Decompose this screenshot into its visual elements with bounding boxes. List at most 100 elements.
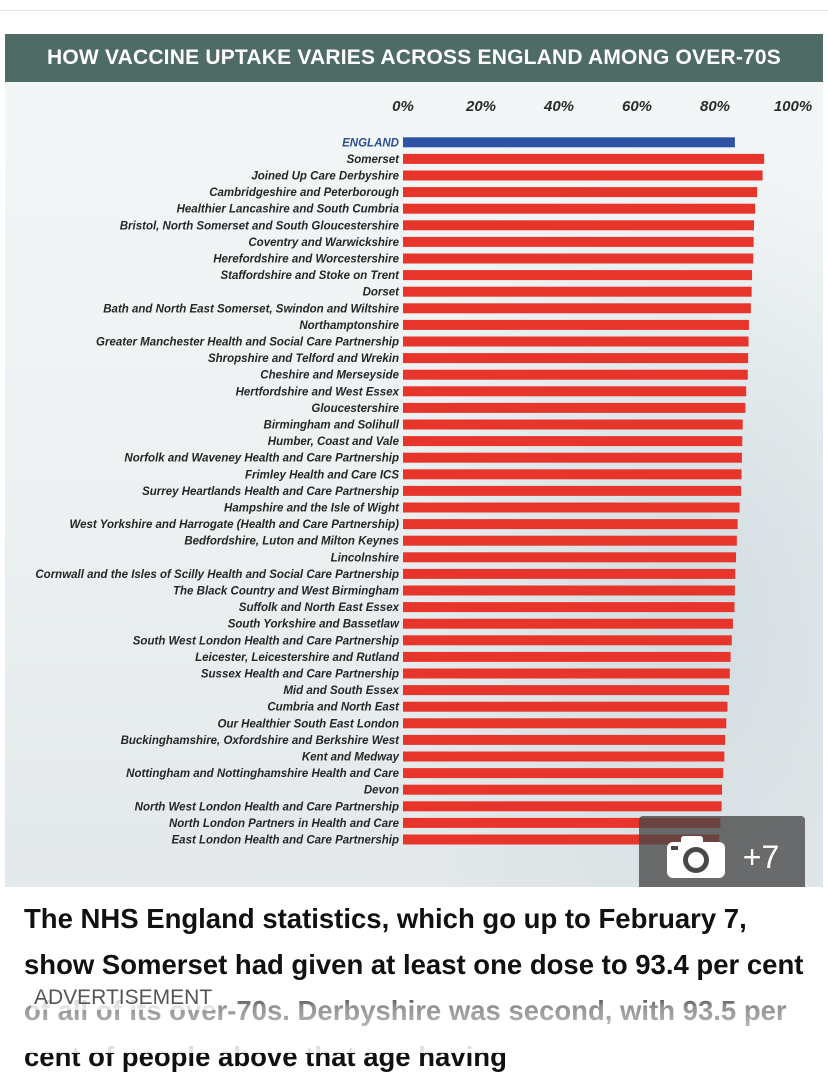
category-label: Lincolnshire bbox=[331, 552, 400, 564]
region-bar bbox=[403, 153, 765, 164]
region-bar bbox=[403, 784, 723, 795]
gallery-count: +7 bbox=[742, 838, 780, 875]
region-bar bbox=[403, 469, 742, 480]
camera-icon bbox=[666, 836, 725, 878]
region-bar bbox=[403, 751, 725, 762]
region-bar bbox=[403, 718, 727, 729]
category-label: West Yorkshire and Harrogate (Health and… bbox=[69, 519, 399, 531]
category-label: Hertfordshire and West Essex bbox=[236, 386, 400, 398]
gallery-button[interactable]: +7 bbox=[639, 816, 805, 887]
category-label: Our Healthier South East London bbox=[218, 718, 399, 730]
category-label: Kent and Medway bbox=[302, 752, 400, 764]
region-bar bbox=[403, 436, 743, 447]
region-bar bbox=[403, 651, 731, 662]
region-bar bbox=[403, 220, 754, 231]
region-bar bbox=[403, 319, 749, 330]
category-label: Staffordshire and Stoke on Trent bbox=[221, 270, 401, 282]
top-divider bbox=[0, 10, 828, 11]
category-label: Cambridgeshire and Peterborough bbox=[209, 187, 399, 199]
category-label: Mid and South Essex bbox=[283, 685, 399, 697]
region-bar bbox=[403, 585, 735, 596]
region-bar bbox=[403, 452, 742, 463]
region-bar bbox=[403, 187, 758, 198]
region-bar bbox=[403, 485, 742, 496]
category-label: Cumbria and North East bbox=[267, 702, 400, 714]
chart-title: HOW VACCINE UPTAKE VARIES ACROSS ENGLAND… bbox=[5, 34, 823, 82]
chart-image[interactable]: 0% 20% 40% 60% 80% 100% ENGLAND Somerset Joined … bbox=[5, 34, 823, 887]
region-bar bbox=[403, 834, 720, 845]
bar-chart: 0% 20% 40% 60% 80% 100% ENGLAND Somerset Joined … bbox=[35, 98, 812, 847]
category-label: Devon bbox=[364, 785, 399, 797]
region-bar bbox=[403, 768, 724, 779]
region-bar bbox=[403, 685, 730, 696]
x-tick-label: 60% bbox=[622, 98, 652, 115]
category-label: Gloucestershire bbox=[311, 403, 399, 415]
region-bar bbox=[403, 270, 753, 281]
x-tick-label: 0% bbox=[392, 98, 414, 115]
region-bar bbox=[403, 402, 746, 413]
category-label: Bath and North East Somerset, Swindon an… bbox=[103, 303, 399, 315]
region-bar bbox=[403, 668, 730, 679]
region-bar bbox=[403, 618, 733, 629]
region-bar bbox=[403, 552, 737, 563]
x-tick-label: 20% bbox=[465, 98, 496, 115]
region-bar bbox=[403, 734, 726, 745]
category-label: Hampshire and the Isle of Wight bbox=[224, 503, 400, 515]
category-label: Humber, Coast and Vale bbox=[268, 436, 400, 448]
category-label: Dorset bbox=[363, 287, 401, 299]
category-label: Bristol, North Somerset and South Glouce… bbox=[120, 220, 400, 232]
region-bar bbox=[403, 386, 747, 397]
region-bar bbox=[403, 369, 748, 380]
region-bar bbox=[403, 253, 754, 264]
x-tick-label: 80% bbox=[700, 98, 730, 115]
category-label: East London Health and Care Partnership bbox=[172, 835, 399, 847]
category-label: Coventry and Warwickshire bbox=[248, 237, 399, 249]
category-label: ENGLAND bbox=[342, 137, 399, 149]
category-label: North West London Health and Care Partne… bbox=[135, 801, 399, 813]
category-label: Cheshire and Merseyside bbox=[260, 370, 399, 382]
region-bar bbox=[403, 170, 763, 181]
region-bar bbox=[403, 568, 736, 579]
region-bar bbox=[403, 419, 743, 430]
region-bar bbox=[403, 701, 728, 712]
category-label: Suffolk and North East Essex bbox=[239, 602, 400, 614]
region-bar bbox=[403, 353, 749, 364]
region-bar bbox=[403, 801, 722, 812]
region-bar bbox=[403, 303, 751, 314]
category-label: South West London Health and Care Partne… bbox=[133, 635, 399, 647]
region-bar bbox=[403, 236, 754, 247]
category-label: South Yorkshire and Bassetlaw bbox=[228, 619, 400, 631]
category-label: Somerset bbox=[347, 154, 401, 166]
category-label: Frimley Health and Care ICS bbox=[245, 469, 399, 481]
region-bar bbox=[403, 502, 740, 513]
region-bar bbox=[403, 817, 721, 828]
region-bar bbox=[403, 519, 738, 530]
category-label: Nottingham and Nottinghamshire Health an… bbox=[126, 768, 399, 780]
category-label: Buckinghamshire, Oxfordshire and Berkshi… bbox=[121, 735, 401, 747]
category-label: Cornwall and the Isles of Scilly Health … bbox=[35, 569, 399, 581]
category-label: Herefordshire and Worcestershire bbox=[213, 254, 399, 266]
category-label: Norfolk and Waveney Health and Care Part… bbox=[124, 453, 399, 465]
category-label: Bedfordshire, Luton and Milton Keynes bbox=[184, 536, 399, 548]
x-tick-label: 40% bbox=[543, 98, 574, 115]
category-label: Surrey Heartlands Health and Care Partne… bbox=[142, 486, 399, 498]
region-bar bbox=[403, 602, 735, 613]
advertisement-label: ADVERTISEMENT bbox=[31, 986, 216, 1010]
region-bar bbox=[403, 535, 737, 546]
region-bar bbox=[403, 203, 756, 214]
region-bar bbox=[403, 336, 749, 347]
category-label: Sussex Health and Care Partnership bbox=[201, 669, 399, 681]
category-label: Northamptonshire bbox=[299, 320, 399, 332]
region-bar bbox=[403, 635, 732, 646]
category-label: The Black Country and West Birmingham bbox=[173, 586, 399, 598]
category-label: Shropshire and Telford and Wrekin bbox=[208, 353, 399, 365]
category-label: Healthier Lancashire and South Cumbria bbox=[177, 204, 400, 216]
region-bar bbox=[403, 286, 752, 297]
category-label: Birmingham and Solihull bbox=[264, 420, 400, 432]
category-label: North London Partners in Health and Care bbox=[169, 818, 400, 830]
category-label: Joined Up Care Derbyshire bbox=[251, 171, 399, 183]
x-tick-label: 100% bbox=[774, 98, 812, 115]
category-label: Greater Manchester Health and Social Car… bbox=[96, 337, 399, 349]
category-label: Leicester, Leicestershire and Rutland bbox=[195, 652, 400, 664]
england-bar bbox=[403, 137, 735, 148]
